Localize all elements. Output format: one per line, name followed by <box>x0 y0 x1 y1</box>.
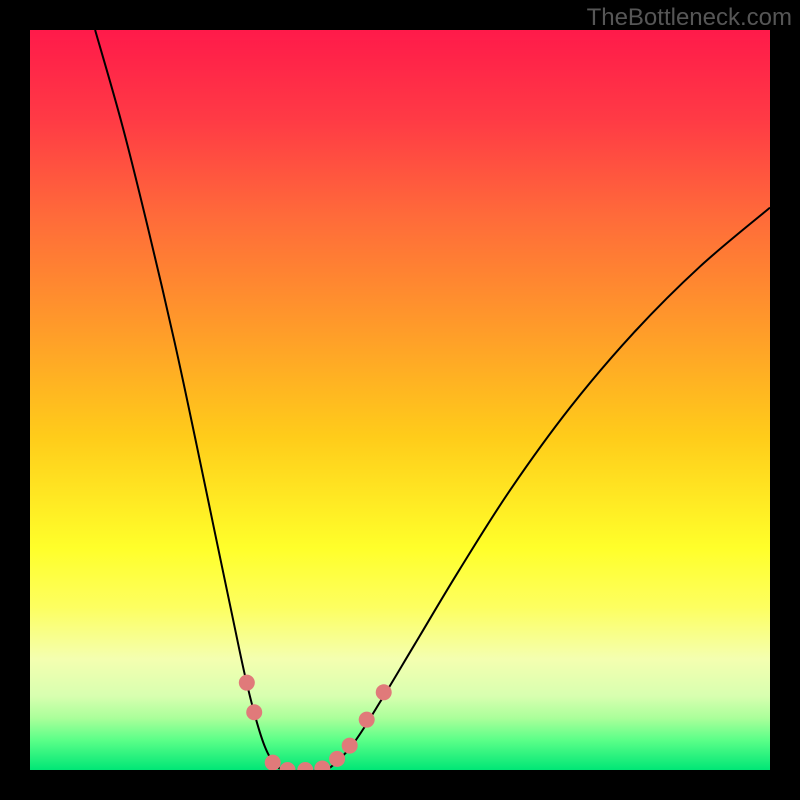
chart-container: TheBottleneck.com <box>0 0 800 800</box>
curve-marker <box>246 704 262 720</box>
curve-marker <box>314 761 330 777</box>
curve-marker <box>342 738 358 754</box>
curve-marker <box>359 712 375 728</box>
bottleneck-curve-svg <box>0 0 800 800</box>
curve-marker <box>329 751 345 767</box>
bottleneck-curve <box>95 30 770 771</box>
curve-marker <box>265 755 281 771</box>
curve-marker <box>239 675 255 691</box>
curve-marker <box>376 684 392 700</box>
curve-marker <box>280 762 296 778</box>
curve-marker <box>297 762 313 778</box>
watermark-text: TheBottleneck.com <box>587 4 792 32</box>
